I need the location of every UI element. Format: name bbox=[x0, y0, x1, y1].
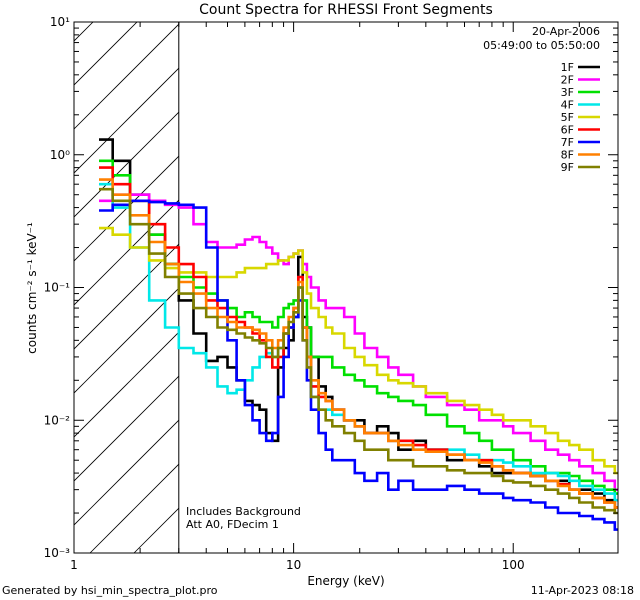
legend-label-5f: 5F bbox=[561, 111, 574, 124]
series-line-9f bbox=[99, 187, 618, 515]
y-tick-label: 10⁻¹ bbox=[44, 281, 71, 295]
hatch-line bbox=[74, 155, 179, 262]
series-line-4f bbox=[99, 182, 618, 502]
x-tick-label: 100 bbox=[502, 558, 525, 572]
x-tick-label: 1 bbox=[70, 558, 78, 572]
hatch-line bbox=[74, 419, 179, 526]
series-line-5f bbox=[99, 226, 618, 475]
hatch-line bbox=[74, 22, 138, 86]
legend-label-4f: 4F bbox=[561, 99, 574, 112]
legend-label-2f: 2F bbox=[561, 74, 574, 87]
hatch-line bbox=[74, 199, 179, 306]
timestamp-footer: 11-Apr-2023 08:18 bbox=[530, 584, 634, 597]
date-label: 20-Apr-2006 bbox=[532, 25, 600, 38]
y-tick-label: 10⁻² bbox=[44, 413, 71, 427]
hatch-line bbox=[74, 23, 179, 130]
annotation-attenuator: Att A0, FDecim 1 bbox=[186, 518, 279, 531]
series-line-6f bbox=[99, 166, 618, 509]
hatch-line bbox=[222, 0, 640, 553]
annotation-background: Includes Background bbox=[186, 505, 301, 518]
y-tick-label: 10⁻³ bbox=[44, 546, 71, 560]
series-line-8f bbox=[99, 178, 618, 509]
hatch-line bbox=[74, 287, 179, 394]
y-axis-label: counts cm⁻² s⁻¹ keV⁻¹ bbox=[25, 222, 39, 354]
y-tick-label: 10⁰ bbox=[50, 148, 70, 162]
legend-label-9f: 9F bbox=[561, 161, 574, 174]
generated-by-footer: Generated by hsi_min_spectra_plot.pro bbox=[2, 584, 218, 597]
series-line-1f bbox=[99, 138, 618, 509]
axis-ticks bbox=[73, 22, 619, 554]
hatch-line bbox=[74, 243, 179, 350]
legend-label-1f: 1F bbox=[561, 61, 574, 74]
legend-label-7f: 7F bbox=[561, 136, 574, 149]
background-hatch-region bbox=[0, 0, 640, 553]
legend-label-3f: 3F bbox=[561, 86, 574, 99]
x-tick-label: 10 bbox=[286, 558, 301, 572]
legend-label-8f: 8F bbox=[561, 149, 574, 162]
series-line-2f bbox=[99, 193, 618, 491]
hatch-line bbox=[74, 375, 179, 482]
axis-tick-labels: 1 10 100 10⁻³ 10⁻² 10⁻¹ 10⁰ 10¹ bbox=[44, 15, 525, 572]
time-range-label: 05:49:00 to 05:50:00 bbox=[483, 39, 600, 52]
legend-label-6f: 6F bbox=[561, 124, 574, 137]
x-axis-label: Energy (keV) bbox=[307, 574, 384, 588]
chart-title: Count Spectra for RHESSI Front Segments bbox=[199, 2, 493, 18]
hatch-line bbox=[74, 331, 179, 438]
series-line-7f bbox=[99, 199, 618, 531]
series-group bbox=[99, 138, 618, 531]
y-tick-label: 10¹ bbox=[50, 15, 70, 29]
hatch-line bbox=[0, 0, 118, 553]
